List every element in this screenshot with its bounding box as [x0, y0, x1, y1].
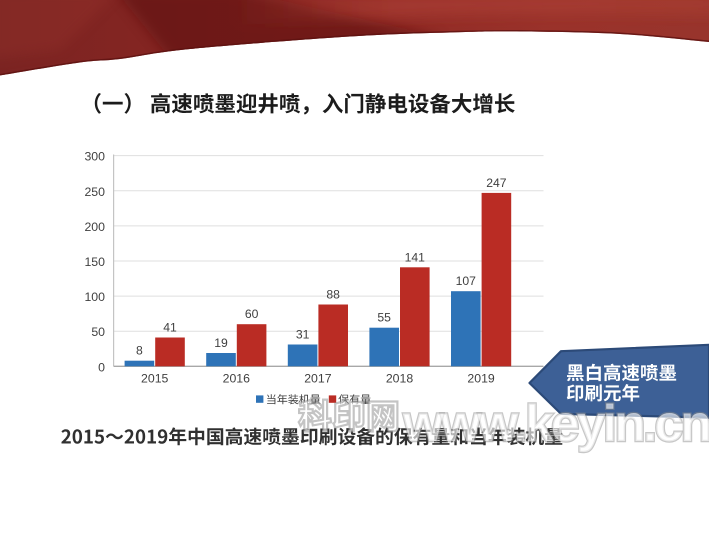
svg-text:19: 19 [214, 336, 228, 350]
svg-text:141: 141 [405, 250, 426, 264]
svg-text:2019: 2019 [467, 371, 495, 385]
svg-text:2017: 2017 [304, 371, 332, 385]
svg-text:0: 0 [98, 360, 105, 374]
svg-text:2015: 2015 [141, 371, 169, 385]
svg-text:300: 300 [84, 150, 105, 164]
svg-text:www.keyin.cn: www.keyin.cn [402, 395, 709, 453]
svg-text:107: 107 [456, 274, 477, 288]
svg-text:50: 50 [91, 325, 105, 339]
svg-text:250: 250 [84, 185, 105, 199]
svg-text:55: 55 [377, 311, 391, 325]
svg-text:100: 100 [84, 290, 105, 304]
svg-text:247: 247 [486, 176, 507, 190]
svg-text:2018: 2018 [386, 371, 414, 385]
svg-text:60: 60 [245, 307, 259, 321]
svg-text:8: 8 [136, 344, 143, 358]
svg-text:31: 31 [296, 328, 310, 342]
svg-text:88: 88 [326, 288, 340, 302]
svg-text:200: 200 [84, 220, 105, 234]
svg-text:150: 150 [84, 255, 105, 269]
svg-text:41: 41 [163, 321, 177, 335]
svg-text:2016: 2016 [223, 371, 251, 385]
